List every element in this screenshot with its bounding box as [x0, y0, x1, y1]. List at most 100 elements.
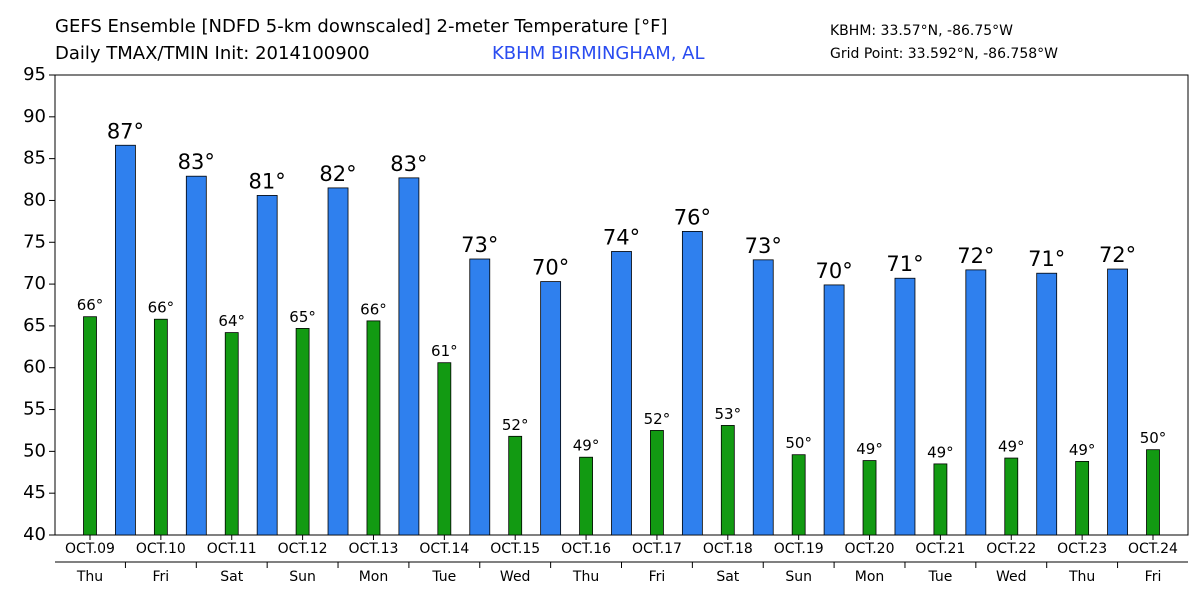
value-label: 66° — [148, 299, 175, 317]
value-label: 72° — [1099, 243, 1136, 267]
bar — [469, 258, 491, 536]
y-tick-label: 65 — [23, 315, 46, 336]
bar — [933, 463, 948, 536]
bar — [681, 230, 703, 536]
x-tick-label: OCT.15 — [490, 541, 540, 557]
y-tick-label: 75 — [23, 231, 46, 252]
weekday-label: Mon — [359, 569, 389, 585]
y-tick-label: 95 — [23, 64, 46, 85]
value-label: 72° — [957, 244, 994, 268]
value-label: 71° — [1028, 247, 1065, 271]
bar — [752, 259, 774, 536]
value-label: 70° — [532, 256, 569, 280]
y-tick-label: 80 — [23, 189, 46, 210]
chart-title: GEFS Ensemble [NDFD 5-km downscaled] 2-m… — [55, 16, 667, 37]
value-label: 66° — [77, 296, 104, 314]
weekday-label: Wed — [996, 569, 1027, 585]
x-tick-label: OCT.09 — [65, 541, 115, 557]
bar — [579, 456, 593, 536]
weekday-label: Sat — [716, 569, 739, 585]
y-tick-label: 85 — [23, 148, 46, 169]
weekday-label: Thu — [1068, 569, 1095, 585]
x-tick-label: OCT.11 — [207, 541, 257, 557]
x-tick-label: OCT.17 — [632, 541, 682, 557]
weekday-label: Wed — [500, 569, 531, 585]
value-label: 49° — [1069, 441, 1096, 459]
weekday-label: Sat — [220, 569, 243, 585]
value-label: 82° — [319, 162, 356, 186]
x-tick-label: OCT.24 — [1128, 541, 1178, 557]
x-tick-label: OCT.12 — [278, 541, 328, 557]
value-label: 49° — [927, 443, 954, 461]
value-label: 71° — [886, 252, 923, 276]
weekday-label: Fri — [1145, 569, 1162, 585]
bar — [153, 318, 168, 536]
bar — [508, 435, 523, 536]
value-label: 52° — [502, 416, 529, 434]
x-tick-label: OCT.19 — [774, 541, 824, 557]
value-label: 64° — [218, 312, 245, 330]
y-tick-label: 60 — [23, 357, 46, 378]
bar — [791, 454, 806, 536]
value-label: 49° — [998, 438, 1025, 456]
x-tick-label: OCT.13 — [348, 541, 398, 557]
bar — [720, 425, 735, 536]
bar — [83, 316, 97, 536]
bar — [862, 460, 877, 536]
bar — [398, 177, 420, 536]
bar — [1036, 272, 1058, 536]
value-label: 74° — [603, 225, 640, 249]
bar — [115, 144, 136, 536]
bar — [1107, 268, 1128, 536]
x-tick-label: OCT.21 — [915, 541, 965, 557]
y-tick-label: 90 — [23, 106, 46, 127]
weekday-label: Sun — [289, 569, 316, 585]
station-coords: KBHM: 33.57°N, -86.75°W — [830, 23, 1013, 39]
value-label: 87° — [107, 119, 144, 143]
value-label: 70° — [815, 259, 852, 283]
x-tick-label: OCT.14 — [419, 541, 469, 557]
value-label: 76° — [674, 205, 711, 229]
weekday-label: Tue — [431, 569, 456, 585]
y-tick-label: 45 — [23, 482, 46, 503]
value-label: 50° — [785, 434, 812, 452]
value-label: 66° — [360, 300, 387, 318]
bar — [965, 269, 987, 536]
y-tick-label: 55 — [23, 399, 46, 420]
x-tick-label: OCT.18 — [703, 541, 753, 557]
bar — [894, 277, 916, 536]
bar — [224, 332, 239, 536]
weekday-label: Mon — [855, 569, 885, 585]
x-tick-label: OCT.10 — [136, 541, 186, 557]
value-label: 52° — [644, 410, 671, 428]
bar — [437, 362, 452, 536]
bar — [1004, 457, 1019, 536]
weekday-label: Fri — [649, 569, 666, 585]
station-name: KBHM BIRMINGHAM, AL — [492, 43, 705, 64]
weekday-label: Fri — [153, 569, 170, 585]
value-label: 49° — [856, 440, 883, 458]
bar — [366, 320, 381, 536]
value-label: 73° — [745, 234, 782, 258]
y-tick-label: 40 — [23, 524, 46, 545]
bar — [650, 430, 664, 536]
weekday-label: Thu — [76, 569, 103, 585]
bar — [295, 328, 310, 536]
weekday-label: Thu — [572, 569, 599, 585]
weekday-label: Sun — [785, 569, 812, 585]
bar — [611, 251, 632, 536]
bar — [1146, 449, 1160, 536]
bar — [823, 284, 845, 536]
bar — [256, 195, 278, 536]
value-label: 50° — [1140, 429, 1167, 447]
x-tick-label: OCT.20 — [845, 541, 895, 557]
value-label: 73° — [461, 233, 498, 257]
x-tick-label: OCT.23 — [1057, 541, 1107, 557]
chart-subtitle: Daily TMAX/TMIN Init: 2014100900 — [55, 43, 370, 64]
value-label: 81° — [249, 169, 286, 193]
x-tick-label: OCT.22 — [986, 541, 1036, 557]
bar — [540, 281, 562, 536]
y-tick-label: 70 — [23, 273, 46, 294]
bar — [185, 175, 207, 536]
